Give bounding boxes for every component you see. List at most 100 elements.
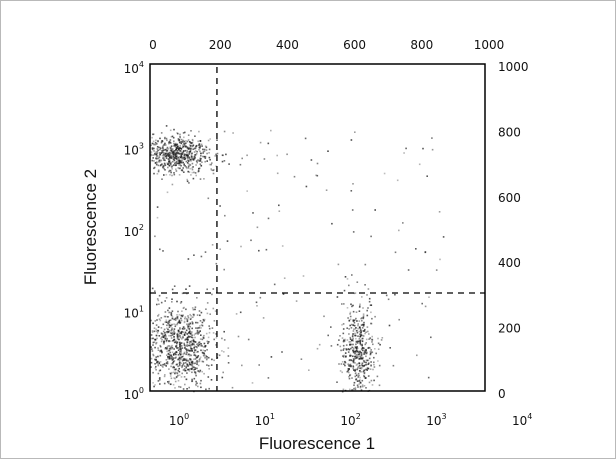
- data-point: [361, 362, 364, 365]
- data-point: [159, 248, 161, 251]
- data-point: [172, 366, 175, 368]
- data-point: [336, 296, 339, 298]
- data-point: [153, 172, 155, 175]
- data-point: [170, 377, 173, 380]
- data-point: [191, 167, 193, 169]
- data-point: [152, 371, 154, 374]
- data-point: [186, 151, 188, 154]
- data-point: [352, 337, 354, 340]
- data-point: [187, 353, 189, 356]
- data-point: [365, 342, 367, 344]
- data-point: [164, 321, 167, 323]
- data-point: [162, 155, 165, 157]
- data-point: [370, 364, 372, 366]
- data-point: [199, 150, 201, 153]
- data-point: [349, 313, 351, 315]
- data-point: [186, 147, 189, 150]
- data-point: [176, 332, 179, 335]
- data-point: [161, 151, 164, 154]
- data-point: [359, 351, 361, 354]
- data-point: [179, 136, 181, 139]
- data-point: [202, 152, 204, 154]
- data-point: [186, 157, 189, 159]
- data-point: [344, 361, 346, 363]
- data-point: [153, 154, 156, 156]
- data-point: [190, 354, 193, 356]
- data-point: [207, 356, 210, 359]
- data-point: [198, 343, 201, 346]
- data-point: [186, 153, 189, 156]
- data-point: [151, 136, 153, 139]
- data-point: [355, 378, 358, 380]
- data-point: [176, 151, 178, 154]
- data-point: [178, 164, 180, 166]
- data-point: [176, 358, 179, 361]
- data-point: [166, 354, 168, 356]
- data-point: [389, 347, 391, 349]
- data-point: [213, 320, 216, 322]
- data-point: [181, 372, 183, 375]
- data-point: [431, 137, 433, 139]
- data-point: [173, 128, 175, 131]
- data-point: [363, 347, 365, 350]
- data-point: [316, 174, 319, 177]
- data-point: [175, 376, 178, 379]
- data-point: [206, 160, 208, 162]
- data-point: [357, 323, 359, 325]
- data-point: [171, 168, 173, 170]
- data-point: [345, 344, 348, 346]
- data-point: [350, 343, 352, 346]
- data-point: [350, 327, 353, 329]
- data-point: [152, 337, 154, 340]
- data-point: [359, 379, 361, 381]
- data-point: [207, 336, 210, 339]
- data-point: [366, 294, 368, 296]
- data-point: [157, 364, 160, 367]
- data-point: [166, 337, 168, 340]
- data-point: [167, 158, 170, 160]
- data-point: [182, 314, 184, 317]
- data-point: [181, 359, 184, 362]
- data-point: [183, 306, 185, 309]
- data-point: [371, 338, 374, 341]
- data-point: [155, 328, 157, 331]
- data-point: [155, 356, 157, 358]
- data-point: [165, 125, 168, 127]
- data-point: [200, 311, 203, 314]
- data-point: [196, 314, 199, 316]
- data-point: [256, 226, 259, 229]
- data-point: [199, 320, 202, 322]
- data-point: [354, 332, 356, 335]
- data-point: [360, 324, 363, 326]
- data-point: [352, 336, 354, 338]
- data-point: [198, 327, 201, 329]
- data-point: [352, 320, 355, 322]
- data-point: [183, 376, 186, 378]
- data-point: [359, 335, 362, 338]
- data-point: [160, 327, 163, 329]
- data-point: [164, 347, 167, 349]
- data-point: [180, 164, 182, 167]
- data-point: [364, 351, 367, 354]
- data-point: [184, 142, 187, 145]
- data-point: [367, 367, 370, 370]
- data-point: [239, 163, 242, 166]
- data-point: [183, 171, 185, 173]
- data-point: [278, 210, 281, 212]
- data-point: [154, 151, 157, 154]
- data-point: [154, 162, 157, 164]
- data-point: [355, 341, 358, 344]
- data-point: [202, 360, 205, 363]
- data-point: [157, 355, 159, 358]
- data-point: [151, 159, 153, 162]
- data-point: [177, 149, 180, 151]
- data-point: [223, 330, 225, 333]
- data-point: [192, 156, 194, 158]
- data-point: [174, 352, 176, 354]
- data-point: [442, 236, 445, 238]
- data-point: [370, 379, 373, 382]
- data-point: [173, 341, 176, 343]
- data-point: [362, 330, 365, 332]
- data-point: [193, 151, 196, 153]
- data-point: [358, 370, 361, 372]
